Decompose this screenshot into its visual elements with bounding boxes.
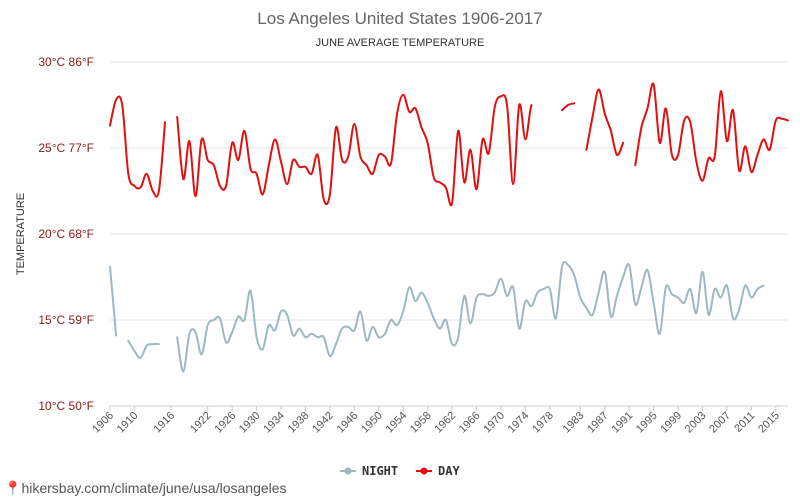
series-lines bbox=[109, 82, 789, 373]
series-day bbox=[109, 82, 789, 207]
x-tick-label: 1942 bbox=[310, 410, 336, 436]
x-tick-label: 1922 bbox=[188, 410, 214, 436]
y-axis-label: TEMPERATURE bbox=[15, 193, 27, 275]
legend-night-marker bbox=[344, 467, 352, 475]
source-text: hikersbay.com/climate/june/usa/losangele… bbox=[21, 480, 287, 496]
chart-subtitle: JUNE AVERAGE TEMPERATURE bbox=[316, 37, 485, 49]
x-tick-label: 1906 bbox=[90, 410, 116, 436]
chart-title: Los Angeles United States 1906-2017 bbox=[257, 9, 542, 28]
x-tick-label: 1962 bbox=[432, 410, 458, 436]
series-day-line bbox=[176, 93, 533, 207]
x-tick-label: 2007 bbox=[707, 410, 733, 436]
x-tick-label: 2015 bbox=[756, 410, 782, 436]
legend-night-label: NIGHT bbox=[362, 464, 398, 478]
x-tick-label: 1995 bbox=[634, 410, 660, 436]
x-tick-label: 2011 bbox=[732, 410, 757, 435]
x-tick-label: 1966 bbox=[457, 410, 483, 436]
x-tick-label: 1930 bbox=[237, 410, 263, 436]
x-tick-label: 2003 bbox=[683, 410, 709, 436]
series-night-line bbox=[176, 260, 765, 373]
series-day-line bbox=[109, 95, 166, 198]
x-tick-label: 1970 bbox=[481, 410, 507, 436]
y-axis-ticks: 30°C 86°F 25°C 77°F 20°C 68°F 15°C 59°F 10°C… bbox=[38, 55, 94, 413]
y-tick-label: 20°C 68°F bbox=[38, 227, 94, 241]
series-night-line bbox=[109, 265, 118, 337]
x-tick-label: 1954 bbox=[384, 410, 410, 436]
x-tick-label: 1916 bbox=[151, 410, 177, 436]
y-tick-label: 25°C 77°F bbox=[38, 141, 94, 155]
legend: NIGHT DAY bbox=[340, 464, 460, 478]
x-tick-label: 1999 bbox=[658, 410, 684, 436]
series-night-line bbox=[127, 339, 160, 359]
series-day-line bbox=[634, 82, 789, 182]
x-tick-label: 1938 bbox=[286, 410, 312, 436]
x-tick-label: 1978 bbox=[530, 410, 556, 436]
x-tick-label: 1910 bbox=[115, 410, 141, 436]
grid-lines bbox=[110, 61, 788, 407]
y-tick-label: 30°C 86°F bbox=[38, 55, 94, 69]
x-tick-label: 1983 bbox=[561, 410, 587, 436]
y-tick-label: 10°C 50°F bbox=[38, 399, 94, 413]
legend-item-day[interactable]: DAY bbox=[416, 464, 460, 478]
x-tick-label: 1991 bbox=[610, 410, 636, 436]
x-tick-label: 1958 bbox=[408, 410, 434, 436]
x-tick-label: 1926 bbox=[212, 410, 238, 436]
x-tick-label: 1987 bbox=[585, 410, 611, 436]
location-pin-icon: 📍 bbox=[4, 480, 22, 496]
legend-item-night[interactable]: NIGHT bbox=[340, 464, 398, 478]
x-tick-label: 1946 bbox=[335, 410, 361, 436]
series-day-line bbox=[585, 88, 625, 157]
x-tick-label: 1934 bbox=[261, 410, 287, 436]
series-day-line bbox=[561, 102, 576, 112]
legend-day-marker bbox=[420, 467, 428, 475]
y-tick-label: 15°C 59°F bbox=[38, 313, 94, 327]
x-tick-label: 1950 bbox=[359, 410, 385, 436]
series-night bbox=[109, 260, 765, 373]
x-tick-label: 1974 bbox=[506, 410, 532, 436]
legend-day-label: DAY bbox=[438, 464, 460, 478]
source-link[interactable]: 📍hikersbay.com/climate/june/usa/losangel… bbox=[4, 480, 287, 497]
